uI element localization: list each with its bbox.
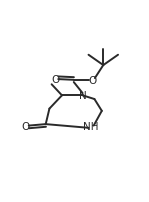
Text: O: O (51, 75, 59, 85)
Text: O: O (88, 76, 96, 85)
Text: N: N (79, 91, 86, 101)
Text: O: O (21, 121, 29, 131)
Text: NH: NH (83, 122, 98, 132)
